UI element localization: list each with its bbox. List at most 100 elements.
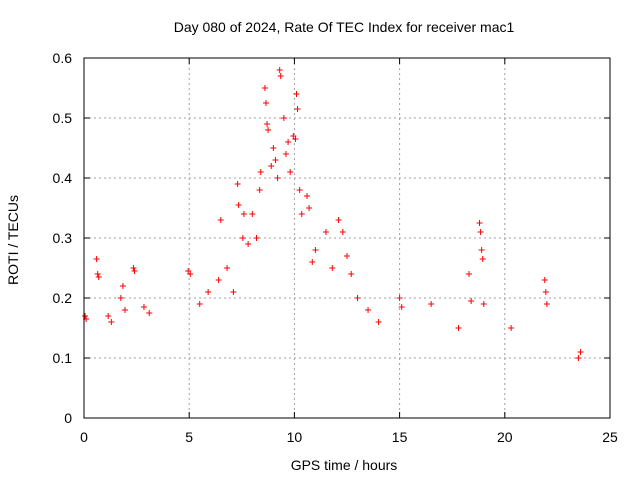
data-point bbox=[365, 307, 372, 313]
data-point bbox=[293, 91, 300, 97]
data-point bbox=[108, 319, 115, 325]
data-point bbox=[245, 241, 252, 247]
y-tick-label: 0.2 bbox=[53, 290, 73, 306]
data-point bbox=[196, 301, 203, 307]
data-point bbox=[265, 127, 272, 133]
data-point bbox=[477, 229, 484, 235]
x-tick-label: 0 bbox=[80, 429, 88, 445]
data-point bbox=[575, 355, 582, 361]
y-axis-label: ROTI / TECUs bbox=[5, 195, 21, 285]
data-point bbox=[292, 136, 299, 142]
data-point bbox=[277, 73, 284, 79]
data-point bbox=[187, 271, 194, 277]
x-tick-label: 15 bbox=[392, 429, 408, 445]
data-point bbox=[348, 271, 355, 277]
data-point bbox=[230, 289, 237, 295]
data-point bbox=[322, 229, 329, 235]
data-point bbox=[455, 325, 462, 331]
data-point bbox=[398, 304, 405, 310]
data-point bbox=[543, 301, 550, 307]
data-point bbox=[541, 277, 548, 283]
data-point bbox=[339, 229, 346, 235]
chart-title: Day 080 of 2024, Rate Of TEC Index for r… bbox=[174, 19, 515, 35]
data-point bbox=[239, 235, 246, 241]
data-point bbox=[117, 295, 124, 301]
x-tick-label: 25 bbox=[602, 429, 618, 445]
data-point bbox=[215, 277, 222, 283]
data-point bbox=[306, 205, 313, 211]
data-point bbox=[296, 187, 303, 193]
data-point bbox=[240, 211, 247, 217]
data-point bbox=[294, 106, 301, 112]
data-point bbox=[309, 259, 316, 265]
data-point bbox=[268, 163, 275, 169]
data-point bbox=[276, 67, 283, 73]
data-point bbox=[140, 304, 147, 310]
data-point bbox=[224, 265, 231, 271]
plot-frame bbox=[83, 57, 611, 419]
data-point bbox=[122, 307, 129, 313]
data-point bbox=[428, 301, 435, 307]
data-point bbox=[256, 187, 263, 193]
data-point bbox=[344, 253, 350, 259]
data-point bbox=[312, 247, 319, 253]
data-point bbox=[119, 283, 126, 289]
data-point bbox=[95, 274, 102, 280]
data-point bbox=[253, 235, 260, 241]
data-point bbox=[217, 217, 224, 223]
data-point bbox=[480, 301, 487, 307]
y-tick-label: 0.1 bbox=[53, 350, 73, 366]
x-tick-label: 10 bbox=[287, 429, 303, 445]
data-point bbox=[261, 85, 268, 91]
data-point bbox=[130, 265, 137, 271]
data-point bbox=[335, 217, 342, 223]
data-point bbox=[235, 202, 242, 208]
x-axis-label: GPS time / hours bbox=[291, 457, 398, 473]
grid-lines bbox=[84, 58, 610, 418]
axis-ticks bbox=[83, 57, 611, 419]
data-point bbox=[234, 181, 241, 187]
x-tick-label: 20 bbox=[497, 429, 513, 445]
data-point bbox=[478, 247, 485, 253]
data-point bbox=[205, 289, 212, 295]
data-point bbox=[466, 271, 473, 277]
data-point bbox=[479, 256, 486, 262]
data-point bbox=[146, 310, 153, 316]
x-tick-label: 5 bbox=[185, 429, 193, 445]
data-point bbox=[542, 289, 549, 295]
data-point bbox=[82, 313, 89, 319]
data-point bbox=[468, 298, 475, 304]
y-tick-label: 0.5 bbox=[53, 110, 73, 126]
data-point bbox=[285, 139, 292, 145]
data-point bbox=[508, 325, 515, 331]
data-point bbox=[280, 115, 287, 121]
data-point bbox=[94, 271, 101, 277]
y-tick-label: 0 bbox=[64, 410, 72, 426]
data-point bbox=[577, 349, 584, 355]
tick-labels: 0 5 10 15 20 25 0 0.1 0.2 0.3 0.4 0.5 0.6 bbox=[53, 50, 618, 445]
data-point bbox=[282, 151, 289, 157]
data-point bbox=[476, 220, 483, 226]
data-point bbox=[93, 256, 100, 262]
data-point bbox=[105, 313, 112, 319]
data-point bbox=[298, 211, 305, 217]
y-tick-label: 0.4 bbox=[53, 170, 73, 186]
y-tick-label: 0.3 bbox=[53, 230, 73, 246]
data-point bbox=[262, 100, 269, 106]
data-point bbox=[274, 175, 281, 181]
data-points bbox=[82, 67, 584, 361]
data-point bbox=[304, 193, 311, 199]
data-point bbox=[270, 145, 277, 151]
data-point bbox=[287, 169, 294, 175]
data-point bbox=[257, 169, 264, 175]
y-tick-label: 0.6 bbox=[53, 50, 73, 66]
data-point bbox=[354, 295, 361, 301]
data-point bbox=[272, 157, 279, 163]
data-point bbox=[249, 211, 256, 217]
data-point bbox=[264, 121, 271, 127]
data-point bbox=[396, 295, 403, 301]
data-point bbox=[329, 265, 336, 271]
data-point bbox=[375, 319, 382, 325]
data-point bbox=[131, 268, 138, 274]
